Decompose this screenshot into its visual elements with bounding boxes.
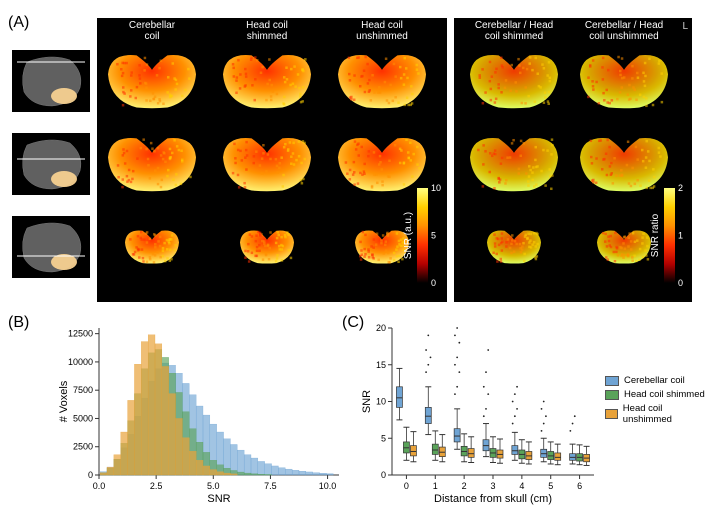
svg-text:0.0: 0.0 — [93, 481, 106, 491]
svg-text:coil shimmed: coil shimmed — [485, 31, 543, 42]
svg-text:SNR (a.u.): SNR (a.u.) — [403, 212, 414, 259]
svg-text:z=-54: z=-54 — [15, 206, 41, 217]
svg-text:5: 5 — [548, 481, 553, 491]
svg-text:SNR ratio: SNR ratio — [650, 213, 661, 257]
svg-text:10000: 10000 — [68, 357, 93, 367]
svg-text:Cerebellar / Head: Cerebellar / Head — [585, 20, 663, 31]
svg-text:1: 1 — [433, 481, 438, 491]
svg-text:7.5: 7.5 — [264, 481, 277, 491]
svg-text:z=-30: z=-30 — [15, 40, 41, 51]
svg-text:0: 0 — [404, 481, 409, 491]
panel-a-left: CerebellarcoilHead coilshimmedHead coilu… — [97, 18, 447, 302]
svg-text:0: 0 — [431, 278, 436, 288]
svg-text:2.5: 2.5 — [150, 481, 163, 491]
svg-text:shimmed: shimmed — [247, 31, 288, 42]
svg-text:0: 0 — [88, 470, 93, 480]
svg-text:1: 1 — [678, 231, 683, 241]
svg-text:5.0: 5.0 — [207, 481, 220, 491]
svg-text:z=-42: z=-42 — [15, 123, 41, 134]
svg-text:2: 2 — [462, 481, 467, 491]
svg-text:12500: 12500 — [68, 329, 93, 339]
legend-item: Head coil unshimmed — [605, 403, 705, 425]
svg-text:coil: coil — [144, 31, 159, 42]
svg-text:Cerebellar / Head: Cerebellar / Head — [475, 20, 553, 31]
panel-a-right: L Cerebellar / Headcoil shimmedCerebella… — [454, 18, 692, 302]
legend-swatch — [605, 409, 618, 419]
svg-text:3: 3 — [490, 481, 495, 491]
svg-text:15: 15 — [376, 360, 386, 370]
legend-label: Cerebellar coil — [624, 375, 685, 386]
svg-text:10.0: 10.0 — [319, 481, 337, 491]
svg-text:# Voxels: # Voxels — [58, 380, 70, 422]
svg-text:0: 0 — [381, 470, 386, 480]
legend-label: Head coil shimmed — [624, 389, 705, 400]
svg-text:Cerebellar: Cerebellar — [129, 20, 176, 31]
legend-item: Head coil shimmed — [605, 389, 705, 400]
svg-text:Head coil: Head coil — [361, 20, 403, 31]
svg-text:5: 5 — [431, 231, 436, 241]
panel-b: 0.0 2.5 5.0 7.5 10.0 0 2500 5000 7500 10000 12500 S… — [55, 320, 345, 505]
legend-label: Head coil unshimmed — [623, 403, 705, 425]
orientation-label: L — [682, 21, 688, 32]
svg-text:SNR: SNR — [207, 493, 230, 505]
svg-text:0: 0 — [678, 278, 683, 288]
svg-text:Distance from skull (cm): Distance from skull (cm) — [434, 493, 552, 505]
histogram-chart: 0.0 2.5 5.0 7.5 10.0 0 2500 5000 7500 10000 12500 S… — [55, 320, 345, 505]
legend-swatch — [605, 376, 619, 386]
snr-maps-left: CerebellarcoilHead coilshimmedHead coilu… — [97, 18, 447, 302]
svg-text:coil unshimmed: coil unshimmed — [589, 31, 658, 42]
svg-text:Head coil: Head coil — [246, 20, 288, 31]
panel-a: z=-30z=-42z=-54z=-30z=-42z=-54 Cerebella… — [97, 18, 692, 302]
boxplot-chart: 0 1 2 3 4 5 6 0 5 10 15 20 Distance from skull (cm) S… — [360, 320, 600, 505]
svg-text:SNR: SNR — [361, 390, 373, 413]
svg-text:7500: 7500 — [73, 385, 93, 395]
legend-item: Cerebellar coil — [605, 375, 705, 386]
svg-text:10: 10 — [431, 183, 441, 193]
snr-ratio-maps: Cerebellar / Headcoil shimmedCerebellar … — [454, 18, 692, 302]
panel-b-label: (B) — [8, 314, 29, 332]
svg-text:unshimmed: unshimmed — [356, 31, 408, 42]
legend-swatch — [605, 390, 619, 400]
svg-text:5: 5 — [381, 433, 386, 443]
svg-text:5000: 5000 — [73, 413, 93, 423]
svg-text:4: 4 — [519, 481, 524, 491]
legend: Cerebellar coil Head coil shimmed Head coi… — [605, 375, 705, 428]
svg-text:2: 2 — [678, 183, 683, 193]
panel-c: 0 1 2 3 4 5 6 0 5 10 15 20 Distance from skull (cm) S… — [360, 320, 705, 505]
svg-text:10: 10 — [376, 397, 386, 407]
svg-text:6: 6 — [577, 481, 582, 491]
brain-thumbnails: z=-30z=-42z=-54z=-30z=-42z=-54 — [7, 18, 92, 302]
svg-text:20: 20 — [376, 323, 386, 333]
svg-text:2500: 2500 — [73, 442, 93, 452]
